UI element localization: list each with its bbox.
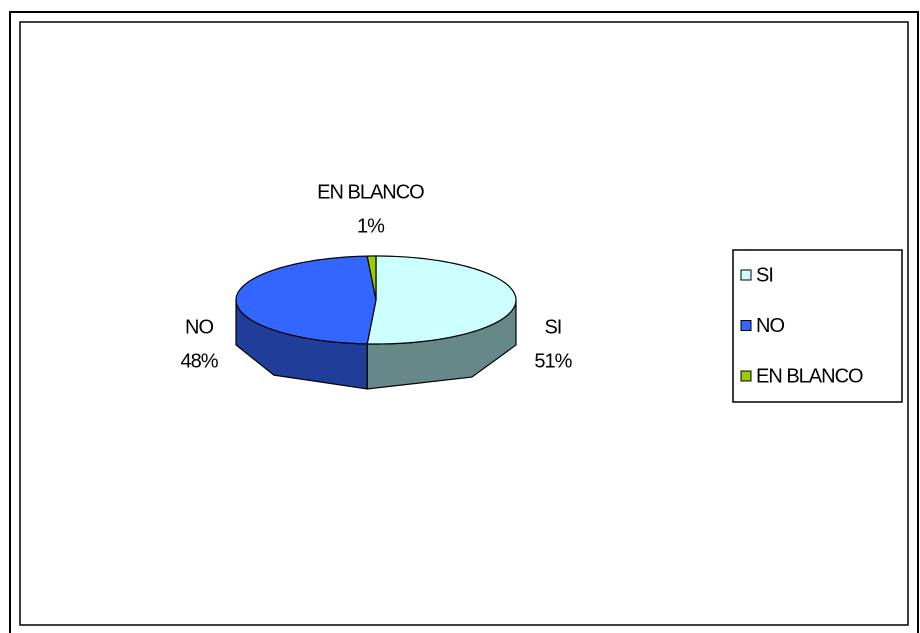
legend-swatch [740,370,752,382]
pie-slice [366,255,517,345]
legend-swatch [740,269,752,281]
data-label-value: 1% [357,215,385,237]
data-label-value: 48% [180,350,218,372]
data-label-name: EN BLANCO [317,181,424,203]
legend-label: SI [756,264,773,286]
data-label-value: 51% [534,350,572,372]
legend-label: NO [756,315,784,337]
legend-label: EN BLANCO [756,365,863,387]
pie [235,255,517,390]
data-label-name: NO [185,316,213,338]
legend [732,249,903,403]
data-label-name: SI [544,316,561,338]
pie-slice [366,255,377,301]
legend-swatch [740,320,752,331]
pie-slice [235,255,377,345]
